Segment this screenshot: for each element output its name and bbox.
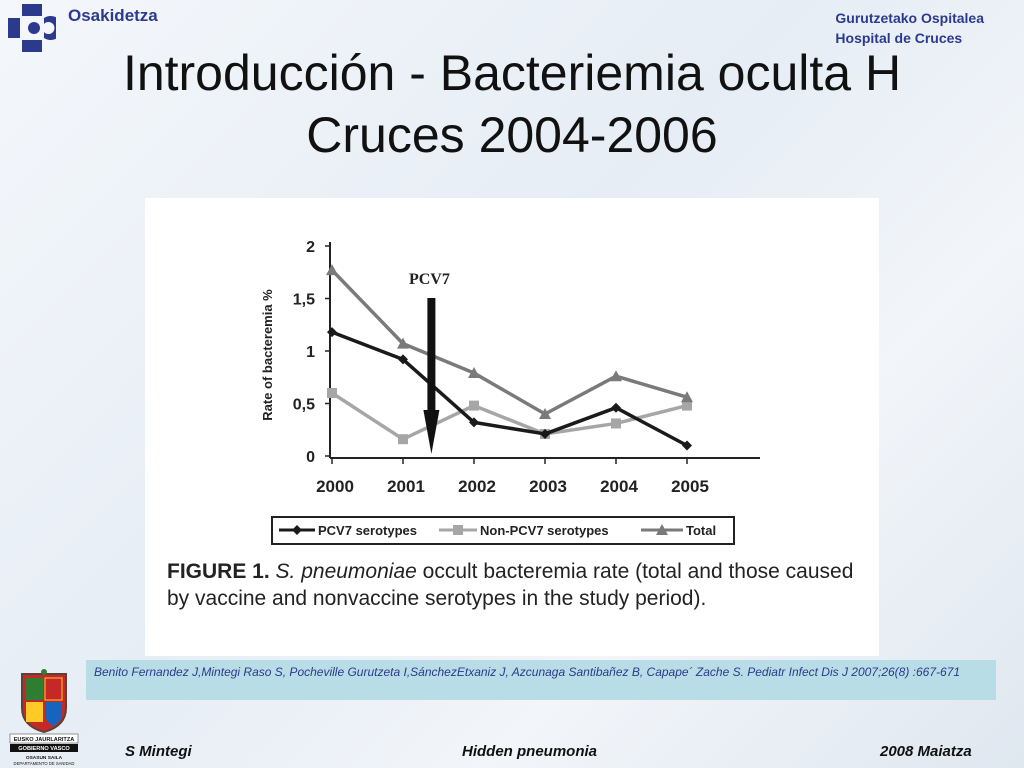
y-axis-label: Rate of bacteremia % [260,289,275,421]
series-point-triangle [539,408,551,419]
x-tick-label: 2002 [458,477,496,496]
pcv7-annotation-label: PCV7 [409,271,450,288]
y-tick-label: 2 [306,239,315,256]
legend-box [271,516,735,545]
y-tick-label: 1,5 [293,292,315,309]
series-point-triangle [468,367,480,379]
slide-title-line-2: Cruces 2004-2006 [306,107,718,163]
series-point-triangle [397,337,409,349]
series-point-diamond [469,417,479,428]
brand-name: Osakidetza [68,6,158,25]
series-point-diamond [327,327,337,338]
x-tick-label: 2003 [529,477,567,496]
figure-caption-species: S. pneumoniae [275,560,417,583]
series-line-square [331,391,688,441]
series-line-triangle [330,268,688,416]
bacteremia-line-chart: 0 0,5 1 1,5 2 2000 2001 2002 2003 2004 2005 Rate of… [260,239,760,545]
series-point-square [682,400,692,411]
figure-caption-text: occult bacteremia rate (total and those … [167,560,854,610]
y-tick-label: 0,5 [293,397,315,414]
footer-date: 2008 Maiatza [880,743,972,760]
figure-caption-lead: FIGURE 1. [167,560,270,583]
figure-caption: FIGURE 1. S. pneumoniae occult bacteremi… [167,558,867,612]
hospital-name-spanish: Hospital de Cruces [835,30,963,46]
hospital-name: Gurutzetako Ospitalea Hospital de Cruces [835,8,984,48]
pcv7-arrow-shaft [427,298,436,414]
crest-line-2: GOBIERNO VASCO [18,746,70,752]
x-tick-label: 2000 [316,477,354,496]
y-tick-label: 0 [306,449,315,466]
series-point-triangle [681,391,693,403]
legend-label: Non-PCV7 serotypes [480,523,609,538]
citation-box: Benito Fernandez J,Mintegi Raso S, Poche… [86,660,996,700]
slide-title: Introducción - Bacteriemia oculta H Cruc… [0,42,1024,166]
x-tick-label: 2001 [387,477,425,496]
series-point-triangle [610,370,622,382]
hospital-name-basque: Gurutzetako Ospitalea [835,10,984,26]
series-point-square [398,434,408,445]
y-tick-label: 1 [306,344,315,361]
legend-label: PCV7 serotypes [318,523,417,538]
series-point-diamond [540,428,550,439]
legend-marker-square [453,525,463,535]
legend-marker-diamond [292,525,302,535]
series-point-diamond [682,440,692,451]
series-point-square [469,400,479,411]
legend-label: Total [686,523,716,538]
crest-line-3: OSASUN SAILA [26,755,63,761]
series-point-square [327,388,337,398]
basque-government-crest-icon: EUSKO JAURLARITZA GOBIERNO VASCO OSASUN … [9,669,79,766]
series-point-diamond [398,354,408,365]
osakidetza-logo-icon [8,4,56,52]
crest-line-1: EUSKO JAURLARITZA [14,737,75,743]
series-point-diamond [611,402,621,413]
slide-title-line-1: Introducción - Bacteriemia oculta H [122,45,902,101]
figure-panel: 0 0,5 1 1,5 2 2000 2001 2002 2003 2004 2005 Rate of… [145,198,879,656]
footer-author: S Mintegi [125,743,192,760]
x-tick-label: 2005 [671,477,709,496]
series-point-triangle [326,264,338,276]
pcv7-arrow-head [423,410,440,454]
series-line-diamond [331,330,688,448]
crest-line-4: DEPARTAMENTO DE SANIDAD [14,761,75,766]
x-tick-label: 2004 [600,477,638,496]
legend-marker-triangle [656,524,668,535]
series-point-square [611,418,621,429]
footer-topic: Hidden pneumonia [462,743,597,760]
